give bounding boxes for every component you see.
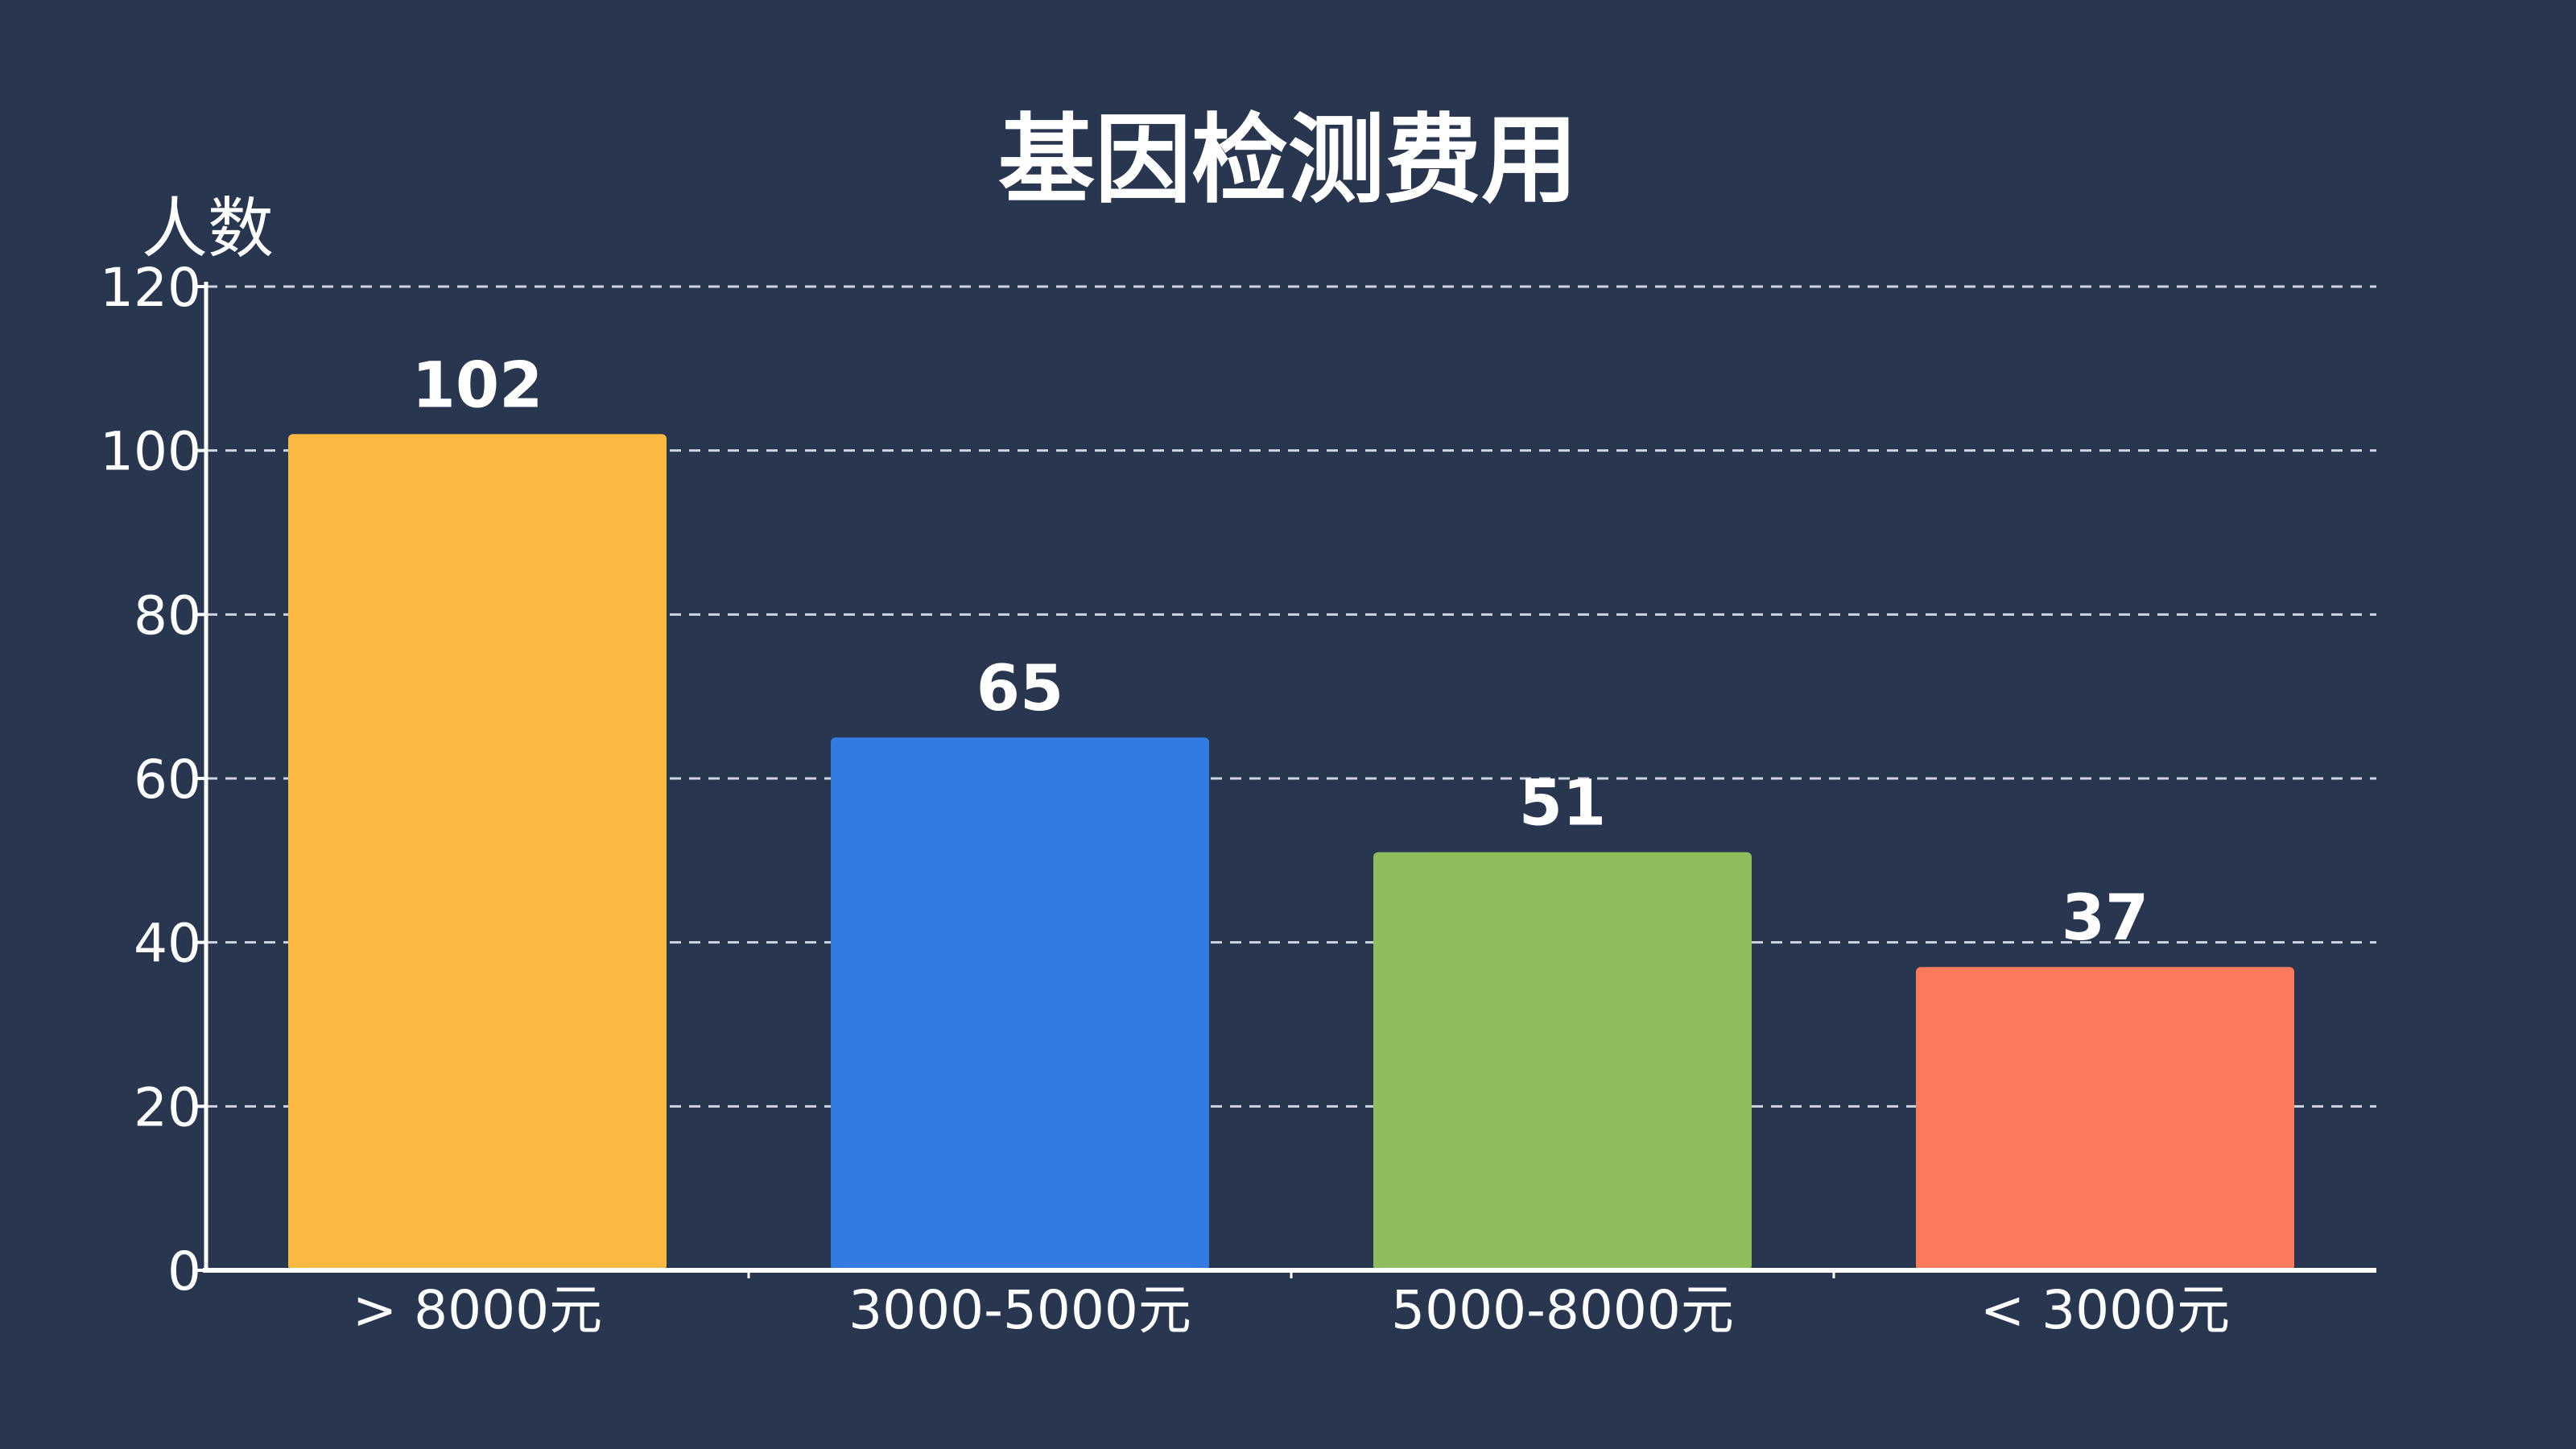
y-tick-label: 100 bbox=[100, 421, 201, 483]
y-tick-label: 80 bbox=[134, 584, 201, 646]
chart-title: 基因检测费用 bbox=[998, 105, 1578, 217]
data-label-0: 102 bbox=[412, 349, 543, 422]
bar-1 bbox=[831, 737, 1209, 1270]
bar-2 bbox=[1373, 852, 1752, 1270]
data-label-2: 51 bbox=[1519, 768, 1607, 840]
y-tick-label: 120 bbox=[100, 257, 201, 319]
axes bbox=[195, 282, 2376, 1278]
x-tick-label-3: < 3000元 bbox=[1980, 1279, 2230, 1341]
labels: 0 20 40 60 80 100 120 102 > 8000元 65 3000-5000元 51 5… bbox=[100, 257, 2230, 1341]
y-tick-label: 60 bbox=[134, 749, 201, 811]
y-tick-label: 0 bbox=[167, 1241, 201, 1302]
y-axis-label: 人数 bbox=[142, 191, 274, 267]
y-tick-label: 20 bbox=[134, 1076, 201, 1138]
data-label-1: 65 bbox=[976, 653, 1064, 725]
y-tick-label: 40 bbox=[134, 913, 201, 975]
bars bbox=[288, 434, 2294, 1270]
bar-3 bbox=[1916, 967, 2294, 1270]
bar-0 bbox=[288, 434, 667, 1270]
x-tick-label-0: > 8000元 bbox=[353, 1279, 602, 1341]
gridlines bbox=[206, 285, 2376, 1108]
x-tick-label-2: 5000-8000元 bbox=[1391, 1279, 1734, 1341]
data-label-3: 37 bbox=[2062, 882, 2149, 955]
x-tick-label-1: 3000-5000元 bbox=[848, 1279, 1191, 1341]
